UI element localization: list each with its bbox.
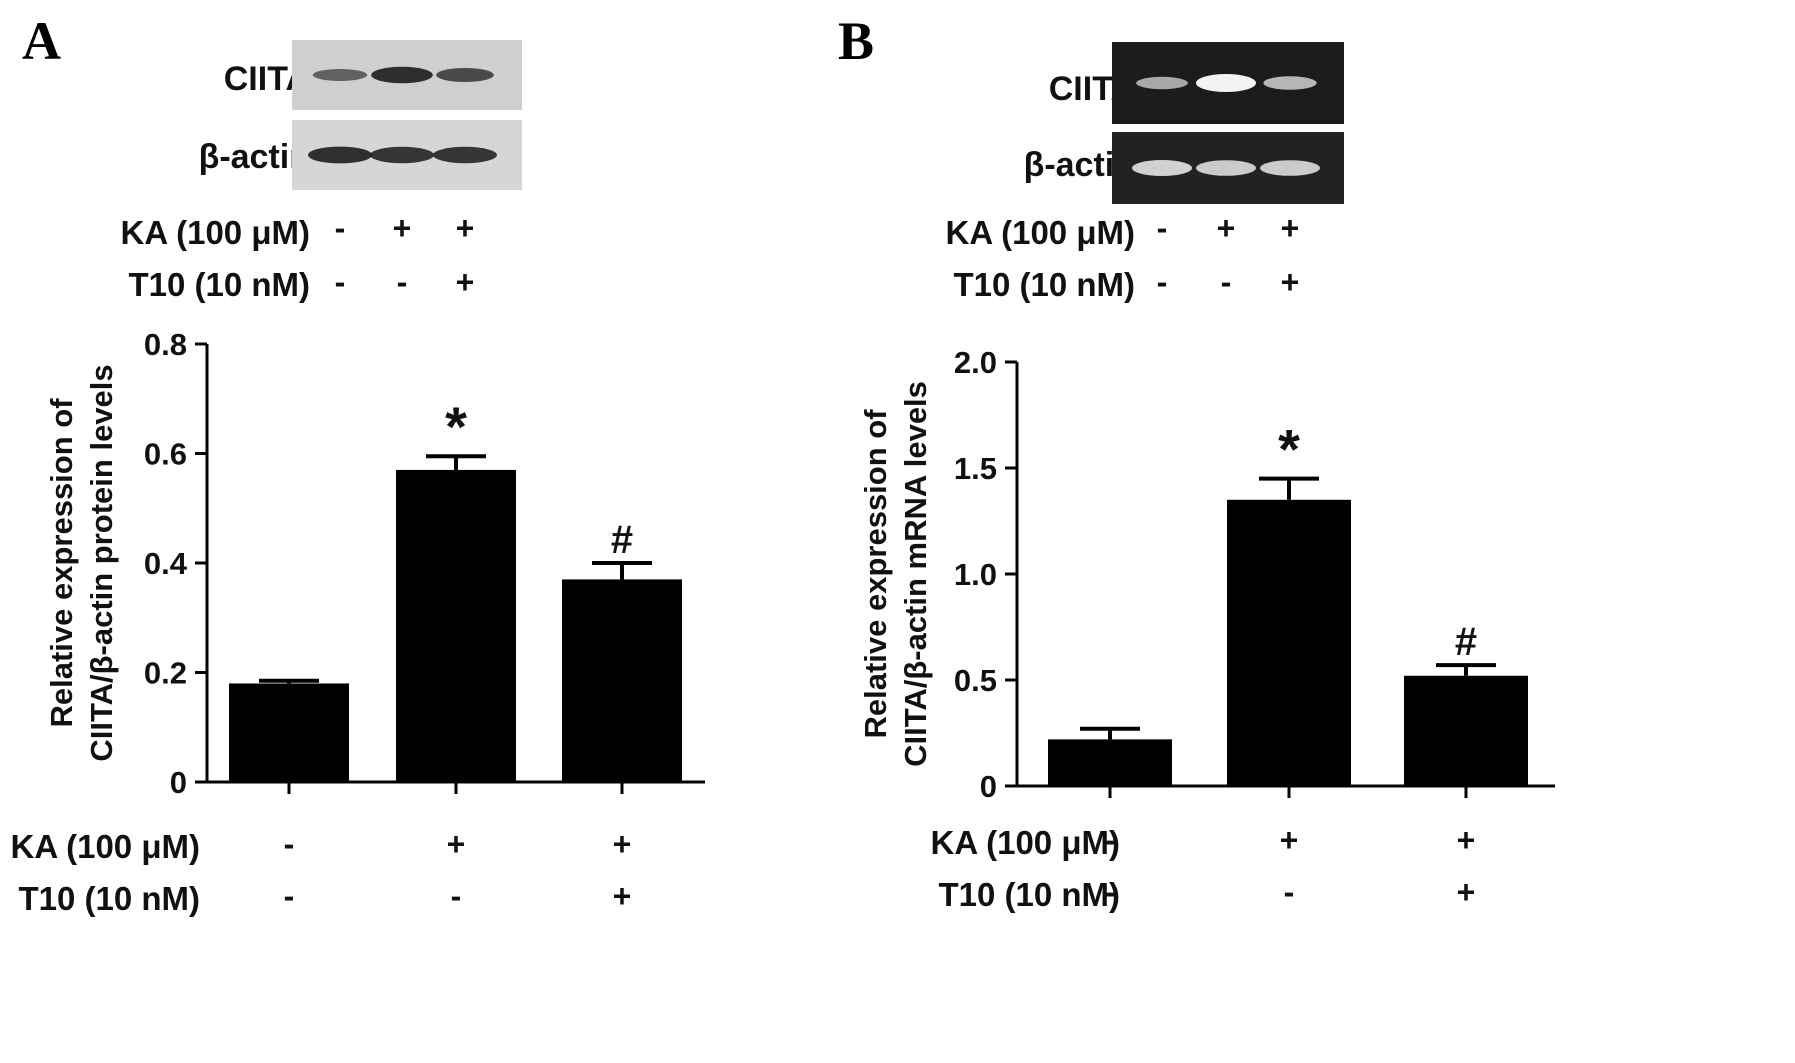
t10-condition-label: T10 (10 nM)	[18, 880, 200, 917]
ka-sign: -	[1104, 822, 1116, 858]
bar	[1404, 675, 1528, 786]
t10-sign: +	[455, 264, 475, 300]
t10-sign: +	[1456, 874, 1476, 910]
y-tick-label: 0	[980, 769, 997, 804]
ka-sign: +	[446, 826, 466, 862]
y-tick-label: 0.6	[144, 437, 187, 472]
ka-sign: +	[392, 210, 412, 246]
significance-annotation: #	[1455, 620, 1477, 664]
y-tick-label: 0.2	[144, 656, 187, 691]
bar	[1227, 499, 1351, 786]
band-control	[433, 146, 497, 164]
t10-sign: +	[612, 878, 632, 914]
panel-a: A CIITA β-actin KA (100 μM) T10 (10 nM) …	[10, 11, 705, 917]
band-control	[1132, 160, 1192, 176]
ka-condition-label: KA (100 μM)	[930, 824, 1121, 861]
t10-condition-label: T10 (10 nM)	[938, 876, 1120, 913]
panel-letter: B	[838, 11, 875, 71]
ka-sign: +	[1279, 822, 1299, 858]
t10-sign: -	[1220, 264, 1232, 300]
bar	[229, 683, 349, 782]
y-axis-title-line1: Relative expression of	[858, 409, 893, 739]
blot-control-label: β-actin	[198, 138, 310, 176]
y-tick-label: 2.0	[954, 345, 997, 380]
t10-sign: -	[1156, 264, 1168, 300]
y-axis-title-line2: CIITA/β-actin protein levels	[84, 364, 119, 761]
bar	[1048, 739, 1172, 786]
ka-sign: +	[1280, 210, 1300, 246]
significance-annotation: *	[1278, 418, 1300, 481]
panel-b: B CIITA β-actin KA (100 μM) T10 (10 nM) …	[838, 0, 1795, 1063]
bar	[396, 469, 516, 782]
ka-sign: +	[612, 826, 632, 862]
band-target	[1196, 74, 1256, 92]
band-control	[1260, 160, 1320, 176]
y-tick-label: 0.8	[144, 327, 187, 362]
t10-sign: -	[396, 264, 408, 300]
panel-letter: A	[22, 11, 61, 71]
y-tick-label: 1.0	[954, 557, 997, 592]
ka-sign: +	[1216, 210, 1236, 246]
bar	[562, 579, 682, 782]
band-target	[312, 69, 368, 81]
western-blot-image	[292, 40, 522, 190]
ka-condition-label: KA (100 μM)	[120, 214, 311, 251]
band-target	[1136, 76, 1188, 90]
significance-annotation: *	[445, 395, 467, 458]
ka-condition-label: KA (100 μM)	[945, 214, 1136, 251]
t10-condition-label: T10 (10 nM)	[128, 266, 310, 303]
ka-sign: +	[455, 210, 475, 246]
t10-sign: +	[1280, 264, 1300, 300]
t10-sign: -	[1283, 874, 1295, 910]
band-target	[1263, 76, 1317, 90]
ka-sign: -	[1156, 210, 1168, 246]
t10-sign: -	[450, 878, 462, 914]
bar-chart-protein: 0 0.2 0.4 0.6 0.8 Relative expression of CIITA…	[44, 327, 705, 800]
band-target	[371, 66, 433, 84]
ka-sign: -	[283, 826, 295, 862]
ka-condition-label: KA (100 μM)	[10, 828, 201, 865]
y-tick-label: 0.4	[144, 546, 188, 581]
t10-sign: -	[1104, 874, 1116, 910]
y-tick-label: 0	[170, 765, 187, 800]
y-tick-label: 0.5	[954, 663, 997, 698]
y-axis-title-line1: Relative expression of	[44, 398, 79, 728]
y-tick-label: 1.5	[954, 451, 997, 486]
t10-sign: -	[334, 264, 346, 300]
y-axis-title-line2: CIITA/β-actin mRNA levels	[898, 381, 933, 767]
band-control	[370, 146, 434, 164]
ka-sign: -	[334, 210, 346, 246]
t10-sign: -	[283, 878, 295, 914]
ka-sign: +	[1456, 822, 1476, 858]
bar-chart-mrna: 0 0.5 1.0 1.5 2.0 Relative expression of CIITA…	[858, 345, 1555, 804]
t10-condition-label: T10 (10 nM)	[953, 266, 1135, 303]
band-control	[308, 146, 372, 164]
band-target	[436, 68, 494, 82]
gel-image	[1112, 42, 1344, 204]
significance-annotation: #	[611, 518, 633, 562]
band-control	[1196, 160, 1256, 176]
